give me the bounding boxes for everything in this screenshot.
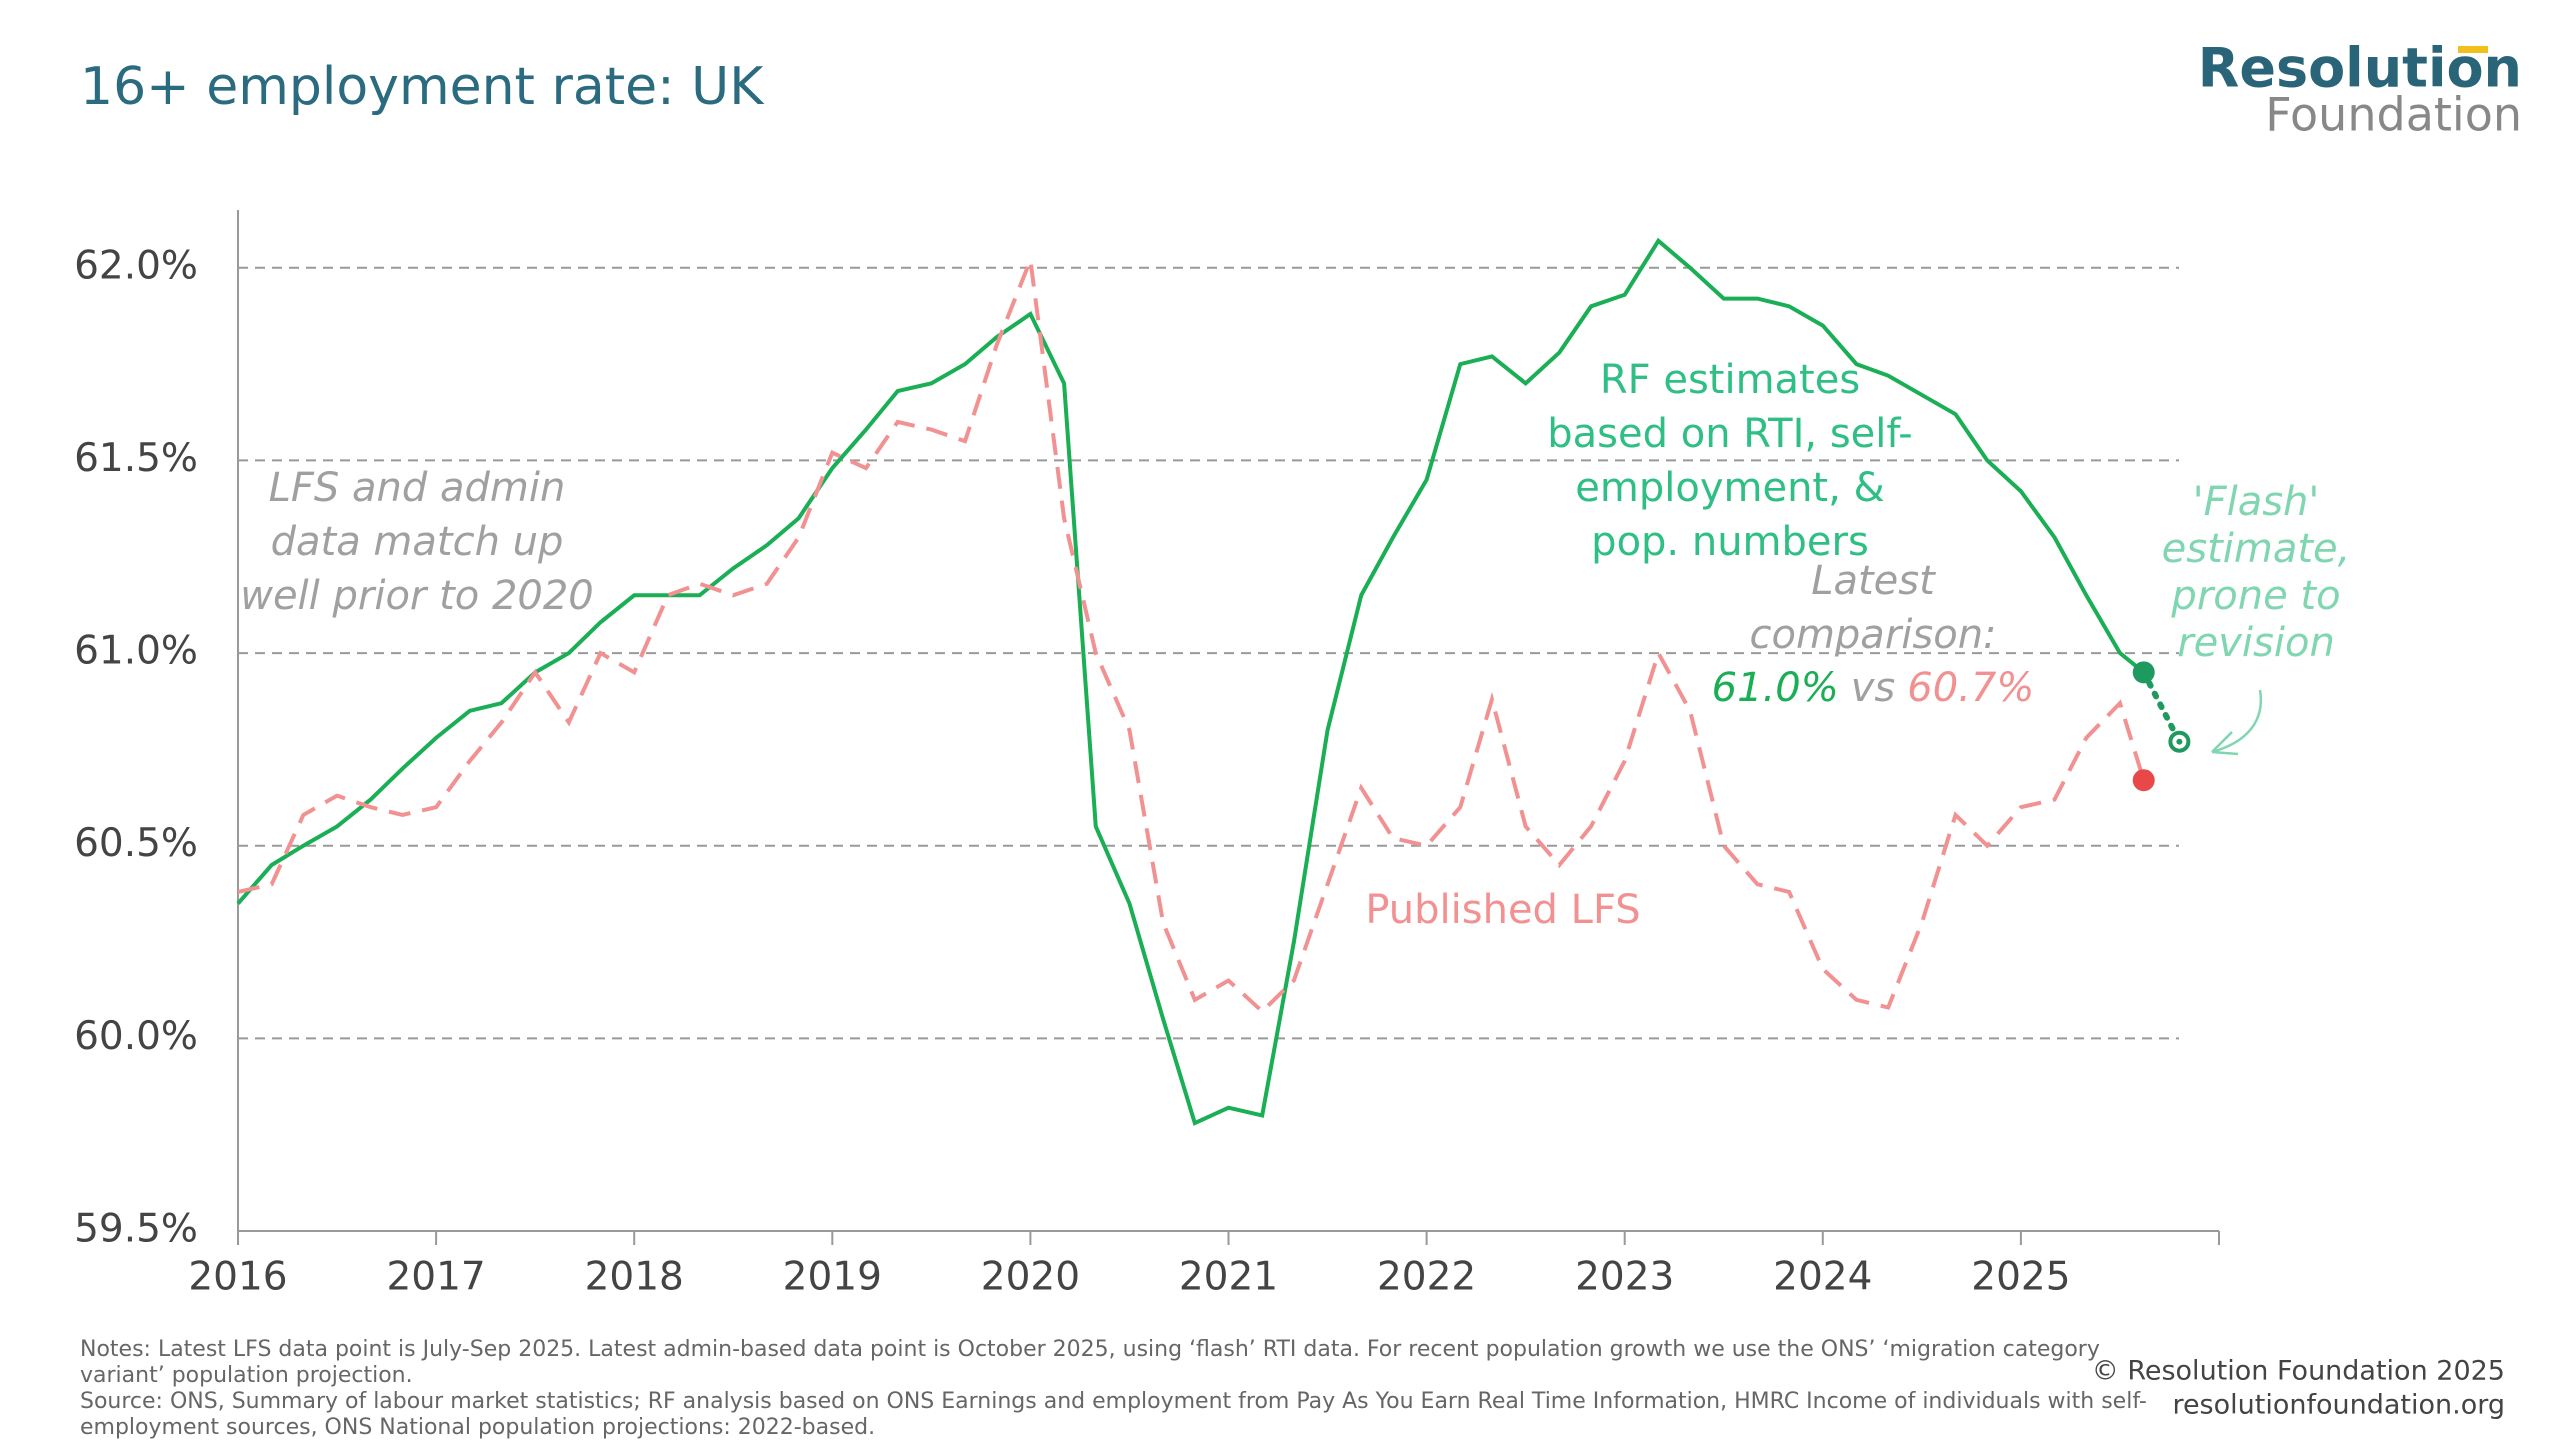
logo-mark [2458,46,2488,53]
latest-point [2132,661,2155,684]
x-tick-label: 2016 [188,1255,287,1300]
latest-point [2132,769,2155,792]
annotation: revision [2177,620,2335,666]
x-tick-label: 2017 [386,1255,485,1300]
x-tick-label: 2022 [1377,1255,1476,1300]
annotation: comparison: [1749,612,1996,658]
flash-point-center [2176,738,2183,745]
x-tick-label: 2024 [1773,1255,1872,1300]
annotation: Latest [1811,558,1936,604]
note: Source: ONS, Summary of labour market st… [80,1389,2147,1414]
flash-arrow [2211,689,2263,756]
note: employment sources, ONS National populat… [80,1415,875,1440]
annotation: prone to [2170,573,2340,619]
x-tick-label: 2025 [1971,1255,2070,1300]
annotation: RF estimates [1600,357,1860,403]
copyright: resolutionfoundation.org [2172,1390,2505,1421]
annotation: based on RTI, self- [1547,411,1912,457]
chart-title: 16+ employment rate: UK [80,57,765,117]
note: Notes: Latest LFS data point is July-Sep… [80,1337,2100,1362]
y-tick-label: 61.0% [74,629,198,674]
x-tick-label: 2018 [585,1255,684,1300]
y-tick-label: 61.5% [74,436,198,481]
x-tick-label: 2023 [1575,1255,1674,1300]
annotation: LFS and admin [269,465,566,511]
annotation: well prior to 2020 [240,573,594,619]
copyright: © Resolution Foundation 2025 [2092,1356,2505,1387]
annotation-part: 60.7% [1907,665,2034,711]
annotation: data match up [271,519,564,565]
annotation: employment, & [1575,465,1884,511]
y-tick-label: 60.5% [74,821,198,866]
logo: Foundation [2265,88,2522,142]
x-tick-label: 2019 [783,1255,882,1300]
annotation: 'Flash' [2193,479,2320,525]
annotation-part: 61.0% [1712,665,1839,711]
annotation: pop. numbers [1591,519,1869,565]
y-tick-label: 59.5% [74,1207,198,1252]
y-tick-label: 60.0% [74,1014,198,1059]
flash-connector [2140,669,2183,745]
annotation: 61.0% vs 60.7% [1712,665,2035,711]
note: variant’ population projection. [80,1363,413,1388]
annotation: Published LFS [1365,887,1640,933]
y-tick-label: 62.0% [74,243,198,288]
annotation: estimate, [2162,526,2351,572]
x-tick-label: 2020 [981,1255,1080,1300]
series-line [237,252,2146,1015]
x-tick-label: 2021 [1179,1255,1278,1300]
annotation-part: vs [1851,665,1896,711]
series-line [236,237,2145,1126]
